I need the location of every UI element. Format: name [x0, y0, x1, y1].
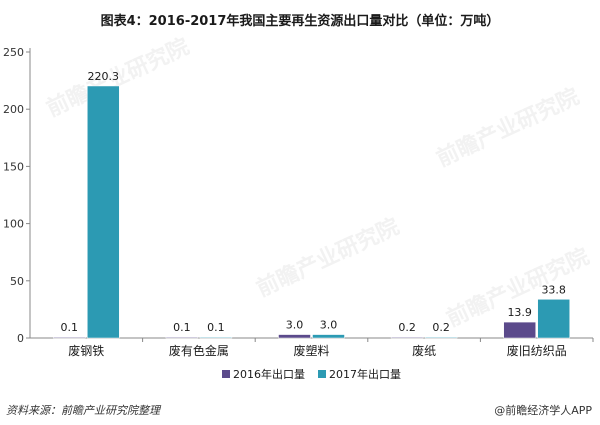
bar-2016-4: [503, 321, 536, 339]
data-labels: 0.1 220.3 0.1 0.1 3.0 3.0 0.2 0.2 13.9 33.8: [61, 70, 566, 334]
y-tick-label: 200: [3, 103, 24, 116]
credit: @前瞻经济学人APP: [494, 404, 592, 417]
chart-title: 图表4：2016-2017年我国主要再生资源出口量对比（单位：万吨）: [100, 14, 500, 29]
data-label: 0.1: [207, 321, 225, 334]
bar-2016-1: [165, 336, 199, 339]
bar-2016-0: [53, 336, 86, 339]
source-note: 资料来源：前瞻产业研究院整理: [6, 404, 160, 417]
data-label: 0.1: [61, 321, 79, 334]
legend-swatch-0: [222, 370, 230, 378]
x-tick-label: 废塑料: [293, 343, 329, 358]
data-label: 220.3: [88, 70, 120, 83]
data-label: 13.9: [507, 306, 532, 319]
bar-2017-2: [312, 334, 345, 339]
x-tick-label: 废钢铁: [68, 343, 104, 358]
legend: 2016年出口量 2017年出口量: [222, 367, 401, 381]
bar-2017-3: [424, 336, 458, 339]
data-label: 33.8: [541, 283, 566, 296]
data-label: 3.0: [320, 319, 338, 332]
x-tick-label: 废纸: [412, 343, 436, 358]
data-label: 0.2: [398, 321, 416, 334]
x-tick-label: 废旧纺织品: [507, 343, 567, 358]
y-tick-label: 0: [17, 332, 24, 345]
bar-2017-0: [87, 85, 120, 339]
data-label: 3.0: [286, 319, 304, 332]
bar-2016-3: [390, 336, 424, 339]
bar-2017-1: [199, 336, 233, 339]
bar-2017-4: [537, 299, 570, 339]
y-tick-label: 100: [3, 218, 24, 231]
legend-label-1: 2017年出口量: [329, 367, 401, 381]
y-tick-label: 250: [3, 46, 24, 59]
data-label: 0.1: [173, 321, 191, 334]
y-tick-label: 50: [10, 275, 24, 288]
legend-swatch-1: [318, 370, 326, 378]
bar-2016-2: [278, 334, 311, 339]
y-tick-label: 150: [3, 160, 24, 173]
bars: [53, 85, 570, 339]
legend-label-0: 2016年出口量: [233, 367, 305, 381]
data-label: 0.2: [432, 321, 450, 334]
axes: 0 50 100 150 200 250 废钢铁 废有色金属 废塑料 废纸 废旧纺织品: [3, 46, 594, 358]
x-tick-label: 废有色金属: [169, 343, 229, 358]
